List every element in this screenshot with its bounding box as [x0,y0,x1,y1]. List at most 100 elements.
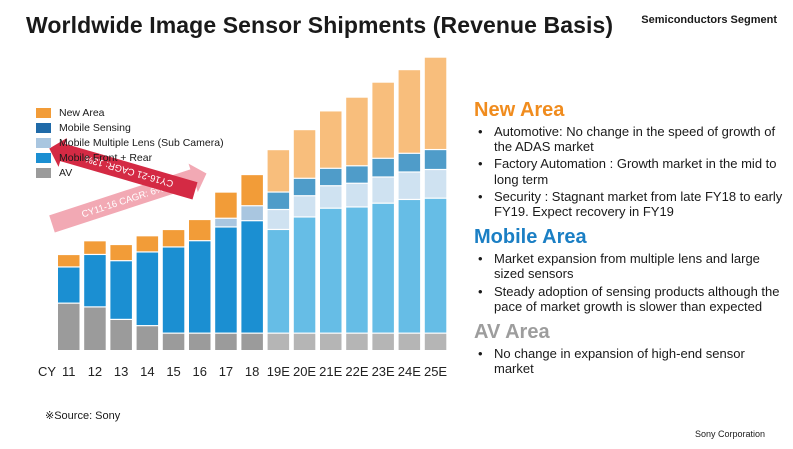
bar-segment-new-area-17 [215,192,237,218]
bar-segment-mobile-multiple-lens-sub-camera-17 [215,218,237,227]
bullet-high-end-sensor: No change in expansion of high-end senso… [474,346,784,376]
bar-segment-mobile-front-rear-21E [320,208,342,333]
bar-segment-mobile-multiple-lens-sub-camera-23E [372,177,394,203]
chart-legend: New Area Mobile Sensing Mobile Multiple … [36,105,224,181]
bar-segment-av-11 [58,303,80,350]
legend-item-mobile-multiple-lens: Mobile Multiple Lens (Sub Camera) [36,135,224,150]
legend-label-new-area: New Area [59,106,105,119]
bullet-automotive: Automotive: No change in the speed of gr… [474,124,784,154]
x-tick-label: 16 [193,364,207,379]
x-tick-label: 11 [62,364,76,379]
x-tick-label: 19E [267,364,290,379]
bar-segment-av-18 [241,333,263,350]
bar-segment-new-area-25E [424,57,447,149]
legend-label-av: AV [59,167,73,180]
bar-segment-mobile-front-rear-17 [215,227,237,333]
legend-swatch-mobile-front-rear [36,153,51,164]
bar-segment-mobile-multiple-lens-sub-camera-20E [293,196,316,217]
bar-segment-av-13 [110,320,132,350]
bar-segment-mobile-front-rear-12 [84,255,106,307]
bar-segment-new-area-23E [372,82,394,158]
cagr-arrow-3: CY21-25 CAGR: 3% [0,0,44,7]
x-tick-label: 23E [372,364,395,379]
bar-segment-new-area-11 [58,255,80,267]
bar-segment-new-area-22E [346,97,368,166]
bar-segment-mobile-front-rear-11 [58,267,80,303]
legend-swatch-new-area [36,107,51,118]
bar-segment-mobile-sensing-22E [346,166,368,183]
legend-item-new-area: New Area [36,105,224,120]
bar-segment-mobile-multiple-lens-sub-camera-21E [320,186,342,208]
shipments-chart: 11 12 13 14 15 16 17 18 19E 20E 21E 22E 23E 24E 25E CY C… [0,0,448,379]
bar-segment-mobile-sensing-25E [424,150,447,169]
x-tick-label: 18 [245,364,259,379]
bar-segment-av-17 [215,333,237,350]
cagr-label: CY21-25 CAGR: 3% [0,0,44,7]
bar-segment-av-14 [136,326,159,350]
bar-segment-new-area-13 [110,245,132,261]
bar-segment-new-area-16 [189,220,211,241]
x-tick-label: 12 [88,364,102,379]
bar-segment-av-15 [162,333,185,350]
bar-segment-mobile-front-rear-22E [346,207,368,333]
bar-segment-av-23E [372,333,394,350]
bar-segment-av-22E [346,333,368,350]
legend-swatch-av [36,168,51,179]
bullet-factory-automation: Factory Automation : Growth market in th… [474,156,784,186]
section-title-mobile-area: Mobile Area [474,226,587,249]
legend-swatch-mobile-sensing [36,122,51,133]
corporation-label: Sony Corporation [694,429,765,439]
new-area-bullets: Automotive: No change in the speed of gr… [474,124,784,219]
legend-label-mobile-front-rear: Mobile Front + Rear [59,152,153,165]
bar-segment-mobile-multiple-lens-sub-camera-24E [398,172,421,199]
legend-swatch-mobile-multiple-lens [36,137,51,148]
bar-segment-av-24E [398,333,421,350]
commentary-panel: New Area Automotive: No change in the sp… [474,98,784,382]
legend-item-av: AV [36,166,224,181]
bar-segment-mobile-multiple-lens-sub-camera-22E [346,183,368,207]
x-tick-label: 13 [114,364,128,379]
bar-segment-mobile-front-rear-18 [241,221,263,333]
section-title-av-area: AV Area [474,321,550,344]
bar-segment-new-area-15 [162,230,185,247]
x-tick-label: 15 [166,364,180,379]
section-title-new-area: New Area [474,99,565,121]
bar-segment-mobile-sensing-20E [293,178,316,196]
bar-segment-av-21E [320,333,342,350]
bar-segment-mobile-front-rear-13 [110,261,132,319]
bar-segment-mobile-front-rear-24E [398,200,421,333]
segment-label: Semiconductors Segment [641,14,777,26]
bar-segment-mobile-front-rear-20E [293,217,316,333]
av-area-bullets: No change in expansion of high-end senso… [474,346,784,376]
legend-item-mobile-front-rear: Mobile Front + Rear [36,151,224,166]
bullet-sensing-adoption: Steady adoption of sensing products alth… [474,284,784,314]
x-axis-prefix: CY [38,364,56,379]
bar-segment-new-area-21E [320,111,342,168]
bar-segment-mobile-front-rear-23E [372,203,394,333]
x-tick-label: 24E [398,364,421,379]
legend-item-mobile-sensing: Mobile Sensing [36,120,224,135]
bar-segment-av-20E [293,333,316,350]
bar-segment-new-area-12 [84,241,106,254]
bar-segment-mobile-multiple-lens-sub-camera-25E [424,170,447,198]
bar-segment-mobile-sensing-24E [398,153,421,172]
x-tick-label: 14 [140,364,154,379]
bar-segment-mobile-front-rear-15 [162,247,185,333]
bar-segment-mobile-multiple-lens-sub-camera-18 [241,206,263,221]
bar-segment-new-area-19E [267,150,290,192]
legend-label-mobile-multiple-lens: Mobile Multiple Lens (Sub Camera) [59,136,224,149]
mobile-area-bullets: Market expansion from multiple lens and … [474,251,784,314]
bar-segment-new-area-14 [136,236,159,252]
bar-segment-av-19E [267,333,290,350]
bar-segment-mobile-front-rear-16 [189,241,211,333]
bar-segment-mobile-sensing-21E [320,168,342,186]
cagr-arrow-shape [49,138,198,200]
bar-segment-mobile-front-rear-14 [136,252,159,326]
x-tick-label: 17 [219,364,233,379]
bar-segment-av-12 [84,307,106,350]
x-tick-label: 22E [345,364,368,379]
bar-segment-av-25E [424,333,447,350]
bar-segment-mobile-front-rear-19E [267,230,290,333]
bar-segment-av-16 [189,333,211,350]
bar-segment-new-area-18 [241,175,263,206]
